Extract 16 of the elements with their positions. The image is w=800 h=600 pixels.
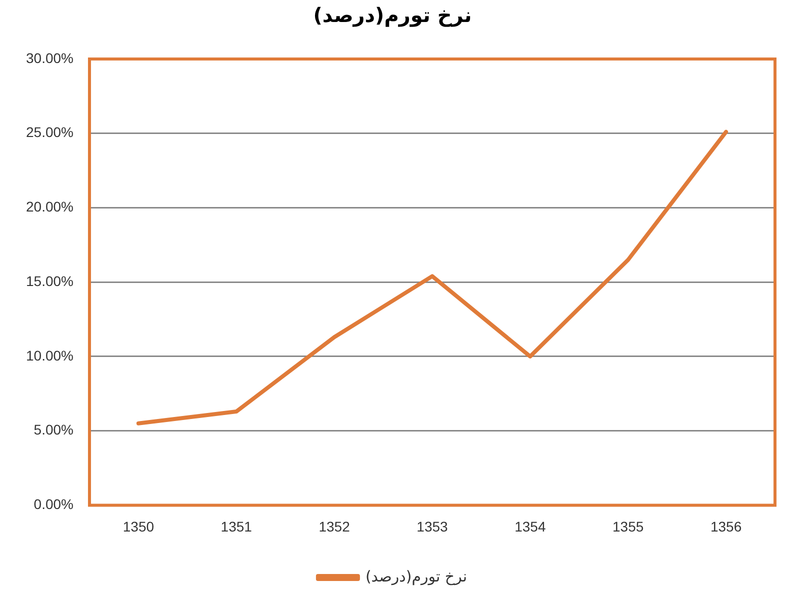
x-tick-label: 1350 <box>122 518 154 534</box>
x-tick-label: 1351 <box>220 518 252 534</box>
x-tick-label: 1353 <box>416 518 448 534</box>
x-tick-label: 1354 <box>514 518 546 534</box>
y-tick-label: 10.00% <box>26 347 74 364</box>
x-tick-label: 1352 <box>318 518 350 534</box>
y-tick-label: 20.00% <box>26 198 74 215</box>
y-tick-label: 15.00% <box>26 272 74 289</box>
x-tick-label: 1355 <box>612 518 644 534</box>
x-tick-label: 1356 <box>710 518 742 534</box>
y-tick-label: 25.00% <box>26 124 74 140</box>
y-tick-label: 30.00% <box>26 50 74 66</box>
chart-title: نرخ تورم(درصد) <box>313 3 472 28</box>
legend-label: نرخ تورم(درصد) <box>365 567 468 586</box>
y-tick-label: 5.00% <box>34 422 74 438</box>
y-tick-label: 0.00% <box>34 496 74 512</box>
